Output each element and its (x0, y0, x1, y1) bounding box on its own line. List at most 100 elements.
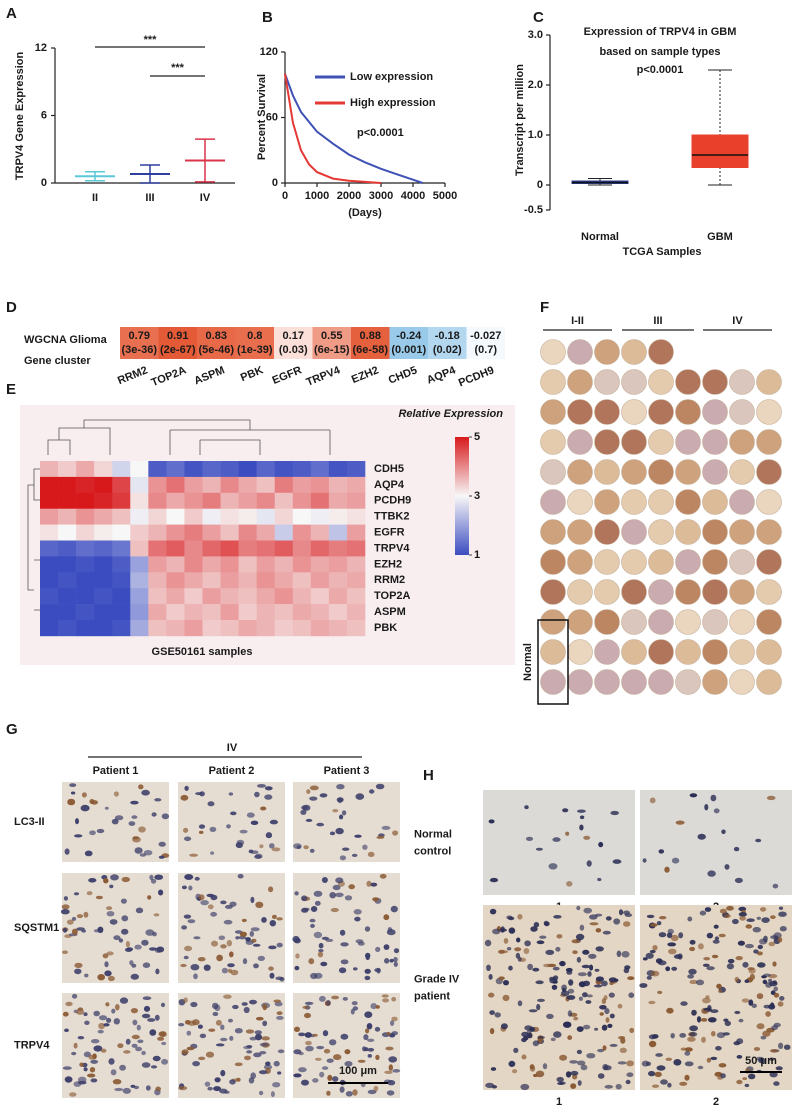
cell-nucleus (314, 972, 323, 979)
cell-nucleus (312, 1078, 319, 1083)
tissue-core (621, 609, 647, 635)
cell-nucleus (529, 1026, 536, 1032)
cell-nucleus (523, 948, 530, 954)
tissue-core (756, 459, 782, 485)
cell-nucleus (83, 1067, 88, 1072)
cell-nucleus (221, 967, 228, 974)
cell-nucleus (697, 1065, 704, 1070)
cell-nucleus (756, 916, 761, 920)
heat-cell (256, 604, 276, 621)
cell-nucleus (773, 1081, 780, 1086)
cell-nucleus (768, 941, 776, 947)
cell-nucleus (364, 968, 371, 974)
cell-nucleus (566, 881, 573, 887)
cell-nucleus (739, 915, 746, 921)
cell-nucleus (313, 890, 323, 897)
cell-nucleus (756, 1023, 765, 1030)
cell-nucleus (107, 975, 115, 982)
cell-nucleus (671, 966, 678, 971)
cell-nucleus (304, 907, 310, 911)
cell-nucleus (106, 951, 114, 956)
cell-nucleus (741, 998, 750, 1003)
cell-nucleus (86, 891, 93, 896)
cell-nucleus (345, 1091, 353, 1097)
cell-nucleus (537, 1035, 545, 1039)
cell-nucleus (521, 1037, 527, 1043)
cell-nucleus (702, 963, 710, 967)
cell-nucleus (516, 937, 521, 943)
cell-nucleus (689, 939, 696, 945)
cell-nucleus (312, 1033, 318, 1037)
gene-label: TRPV4 (374, 542, 410, 554)
cell-nucleus (106, 911, 115, 917)
cell-nucleus (381, 825, 391, 830)
row-label: Gene cluster (24, 355, 91, 367)
cell-nucleus (513, 1047, 519, 1053)
cell-nucleus (340, 942, 349, 947)
p-value: p<0.0001 (637, 64, 684, 76)
heat-cell (220, 604, 239, 621)
cell-nucleus (753, 949, 759, 954)
cell-nucleus (110, 1069, 117, 1076)
cell-nucleus (506, 915, 513, 920)
cell-nucleus (83, 1012, 88, 1017)
cell-nucleus (605, 1017, 610, 1023)
tissue-core (756, 489, 782, 515)
cell-nucleus (253, 963, 259, 969)
gene-label: TTBK2 (374, 511, 409, 523)
cell-nucleus (340, 959, 349, 965)
cell-nucleus (745, 943, 754, 949)
cell-nucleus (639, 983, 648, 988)
cell-nucleus (687, 974, 694, 979)
cell-nucleus (374, 1026, 381, 1032)
gene-label: EZH2 (350, 364, 381, 386)
cell-nucleus (489, 1010, 495, 1015)
cell-nucleus (87, 1073, 96, 1078)
cell-nucleus (135, 1046, 143, 1052)
heat-cell (166, 540, 185, 557)
cell-nucleus (571, 939, 580, 944)
cell-nucleus (125, 941, 130, 948)
cell-nucleus (352, 1089, 358, 1096)
cell-nucleus (264, 786, 273, 791)
cell-nucleus (726, 963, 735, 970)
cell-nucleus (309, 918, 316, 923)
heat-cell (148, 492, 167, 509)
cell-nucleus (724, 864, 730, 870)
cell-nucleus (589, 914, 598, 920)
cell-nucleus (197, 957, 206, 962)
cell-nucleus (204, 1081, 211, 1087)
cell-nucleus (684, 1061, 694, 1067)
cell-nucleus (114, 1087, 124, 1092)
cell-nucleus (332, 809, 339, 813)
cell-nucleus (120, 898, 127, 904)
tissue-core (540, 459, 566, 485)
cell-nucleus (553, 915, 562, 919)
cell-nucleus (642, 957, 648, 961)
cell-nucleus (320, 961, 328, 967)
cell-nucleus (134, 847, 143, 854)
tissue-core (702, 669, 728, 695)
cell-nucleus (778, 1042, 784, 1050)
cell-nucleus (550, 1037, 556, 1042)
cell-nucleus (772, 883, 779, 889)
cell-nucleus (89, 1067, 96, 1073)
cell-nucleus (609, 1043, 618, 1047)
cell-nucleus (570, 1070, 579, 1076)
cell-nucleus (680, 1001, 688, 1006)
cell-nucleus (488, 992, 495, 998)
cell-nucleus (62, 950, 68, 954)
cell-nucleus (494, 1012, 501, 1018)
cell-nucleus (553, 1031, 562, 1038)
cell-nucleus (147, 1018, 156, 1022)
heat-cell (184, 476, 203, 494)
cell-nucleus (679, 1081, 688, 1086)
heat-cell (40, 524, 59, 541)
heat-cell (238, 620, 257, 637)
tissue-core (621, 579, 647, 605)
cell-nucleus (224, 1090, 230, 1094)
tissue-core (648, 339, 674, 365)
tissue-core (756, 579, 782, 605)
heat-cell (238, 588, 257, 605)
cell-nucleus (506, 947, 512, 951)
